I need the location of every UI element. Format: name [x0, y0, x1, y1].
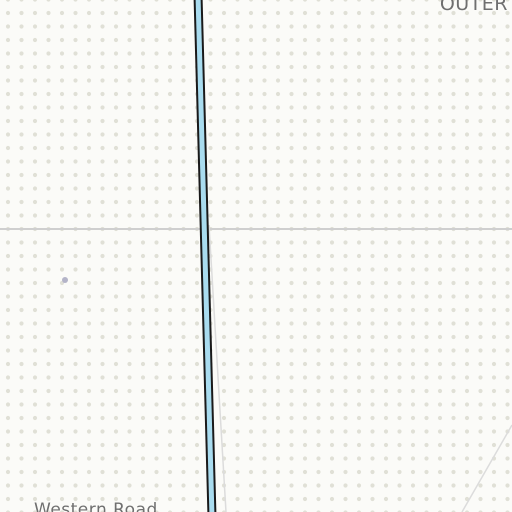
waterway[interactable] [193, 0, 217, 512]
minor-road [208, 224, 227, 512]
poi-marker[interactable] [62, 277, 68, 283]
minor-road [461, 424, 512, 512]
area-label-outer: OUTER [439, 0, 508, 15]
road-label-western-road: Western Road [34, 500, 158, 512]
